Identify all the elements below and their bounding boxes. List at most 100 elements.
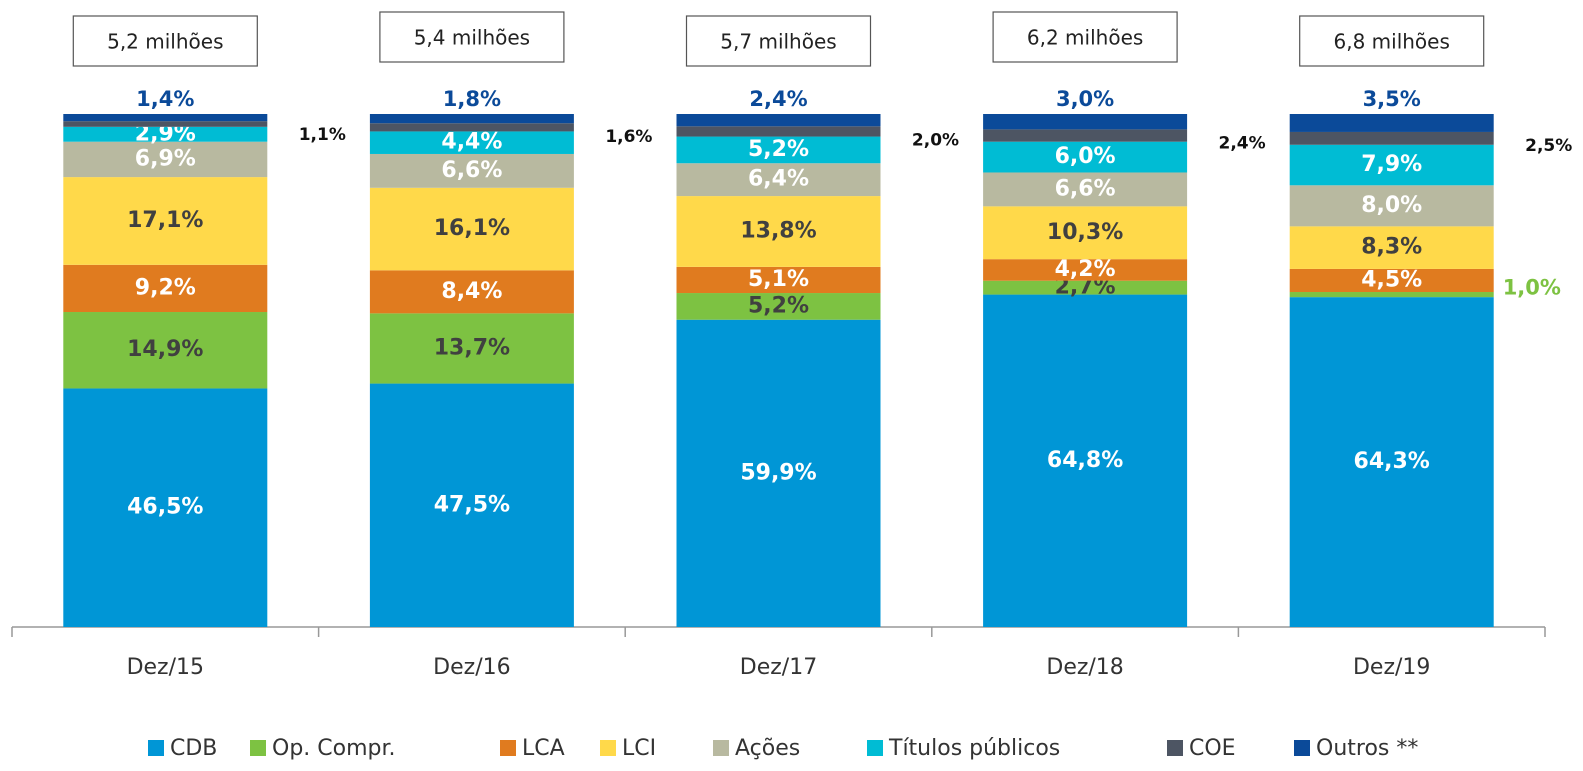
value-label: 3,0% xyxy=(1056,87,1114,111)
bar-segment xyxy=(676,319,881,627)
bar-segment xyxy=(369,114,574,124)
bar-segment xyxy=(63,126,268,142)
value-label: 10,3% xyxy=(1047,220,1123,245)
bar-segment xyxy=(983,280,1188,295)
legend-swatch xyxy=(713,740,729,756)
value-label: 7,9% xyxy=(1361,152,1422,177)
value-label: 9,2% xyxy=(135,275,196,300)
legend-label: Títulos públicos xyxy=(888,736,1060,761)
bar-segment xyxy=(676,136,881,164)
total-box xyxy=(72,15,258,67)
legend-swatch xyxy=(1167,740,1183,756)
legend-swatch xyxy=(600,740,616,756)
value-label: 5,2% xyxy=(748,293,809,318)
bar-segment xyxy=(63,121,268,127)
value-label: 1,4% xyxy=(136,87,194,111)
bar-segment xyxy=(676,163,881,197)
bar-segment xyxy=(63,114,268,122)
bar-segment xyxy=(369,131,574,154)
value-label: 64,3% xyxy=(1354,449,1430,474)
value-label: 2,4% xyxy=(749,87,807,111)
bar-segment xyxy=(63,312,268,389)
total-label: 6,2 milhões xyxy=(1027,26,1143,50)
bar-segment xyxy=(369,153,574,188)
value-label: 1,0% xyxy=(1503,276,1561,300)
value-label: 8,0% xyxy=(1361,193,1422,218)
bar-segment xyxy=(369,313,574,384)
value-label: 2,0% xyxy=(912,130,959,150)
legend-swatch xyxy=(867,740,883,756)
value-label: 1,1% xyxy=(299,125,346,145)
total-box xyxy=(992,11,1178,63)
bar-segment xyxy=(63,177,268,265)
value-label: 3,5% xyxy=(1363,87,1421,111)
bar-segment xyxy=(1289,226,1494,269)
bar-segment xyxy=(676,126,881,137)
total-box xyxy=(685,15,872,67)
value-label: 59,9% xyxy=(740,460,816,485)
total-label: 5,4 milhões xyxy=(414,26,530,50)
bar-segment xyxy=(983,259,1188,281)
value-label: 5,2% xyxy=(748,137,809,162)
total-label: 5,2 milhões xyxy=(107,30,223,54)
legend-label: COE xyxy=(1189,736,1236,761)
value-label: 4,2% xyxy=(1055,257,1116,282)
total-label: 6,8 milhões xyxy=(1333,30,1449,54)
legend-label: LCA xyxy=(522,736,565,761)
total-box xyxy=(1299,15,1485,67)
bar-segment xyxy=(983,172,1188,207)
value-label: 13,8% xyxy=(740,218,816,243)
legend-label: LCI xyxy=(622,736,656,761)
bar-segment xyxy=(63,264,268,313)
x-tick-label: Dez/19 xyxy=(1353,655,1430,680)
bar-segment xyxy=(1289,144,1494,186)
value-label: 2,5% xyxy=(1525,136,1572,156)
legend-label: Op. Compr. xyxy=(272,736,396,761)
bar-segment xyxy=(676,196,881,267)
value-label: 6,6% xyxy=(1055,176,1116,201)
value-label: 14,9% xyxy=(127,337,203,362)
bar-segment xyxy=(983,294,1188,627)
bar-segment xyxy=(369,187,574,271)
total-box xyxy=(379,11,565,63)
value-label: 6,0% xyxy=(1055,144,1116,169)
bar-segment xyxy=(369,123,574,132)
legend-label: Ações xyxy=(735,736,800,761)
bar-segment xyxy=(369,270,574,314)
bar-segment xyxy=(63,388,268,627)
value-label: 4,5% xyxy=(1361,267,1422,292)
legend-swatch xyxy=(1294,740,1310,756)
value-label: 4,4% xyxy=(441,130,502,155)
bar-segment xyxy=(1289,268,1494,293)
total-label: 5,7 milhões xyxy=(720,30,836,54)
bar-segment xyxy=(676,293,881,320)
legend-label: CDB xyxy=(170,736,217,761)
bar-segment xyxy=(369,383,574,627)
value-label: 5,1% xyxy=(748,267,809,292)
value-label: 6,4% xyxy=(748,167,809,192)
x-tick-label: Dez/15 xyxy=(127,655,204,680)
bar-segment xyxy=(676,266,881,294)
value-label: 6,9% xyxy=(135,146,196,171)
bar-segment xyxy=(1289,292,1494,298)
bar-segment xyxy=(1289,185,1494,227)
x-tick-label: Dez/16 xyxy=(433,655,510,680)
legend-label: Outros ** xyxy=(1316,736,1418,761)
legend-swatch xyxy=(500,740,516,756)
value-label: 13,7% xyxy=(434,335,510,360)
value-label: 6,6% xyxy=(441,158,502,183)
legend-swatch xyxy=(250,740,266,756)
bar-segment xyxy=(676,114,881,127)
value-label: 1,8% xyxy=(443,87,501,111)
bar-segment xyxy=(63,141,268,178)
value-label: 8,3% xyxy=(1361,235,1422,260)
value-label: 17,1% xyxy=(127,208,203,233)
bar-segment xyxy=(983,206,1188,260)
bar-segment xyxy=(1289,131,1494,145)
value-label: 8,4% xyxy=(441,279,502,304)
value-label: 16,1% xyxy=(434,216,510,241)
value-label: 64,8% xyxy=(1047,448,1123,473)
bar-segment xyxy=(1289,297,1494,627)
bar-segment xyxy=(983,141,1188,173)
